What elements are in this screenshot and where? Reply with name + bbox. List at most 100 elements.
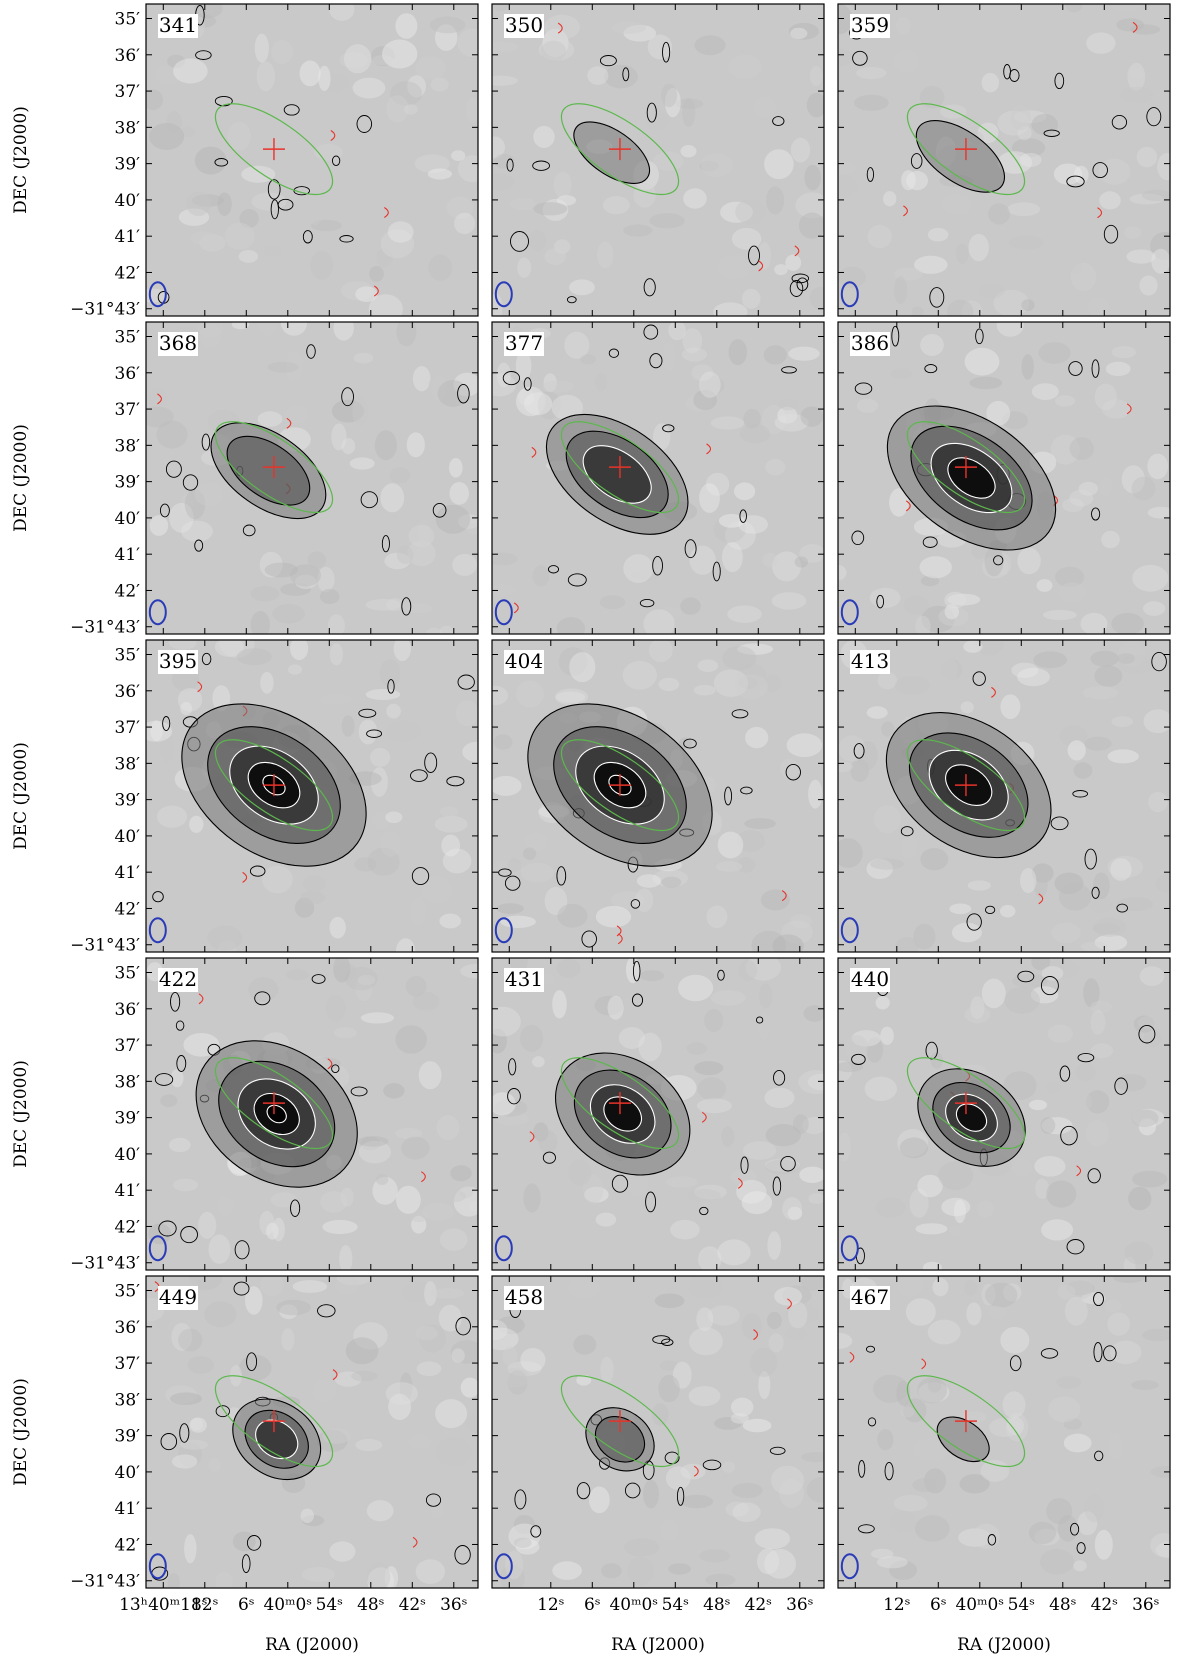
noise-contour (241, 1554, 251, 1573)
noise-blob (944, 591, 967, 609)
noise-blob (1017, 667, 1050, 687)
noise-contour (867, 1417, 877, 1427)
noise-blob (1090, 897, 1114, 913)
noise-blob (1011, 138, 1046, 158)
dec-tick-label: 38′ (115, 118, 141, 138)
noise-blob (652, 869, 689, 887)
noise-blob (466, 97, 478, 123)
noise-blob (358, 1140, 391, 1164)
ra-tick-label: 48ˢ (1049, 1595, 1076, 1615)
noise-blob (340, 1187, 354, 1207)
noise-blob (376, 248, 393, 268)
noise-contour (1084, 848, 1097, 870)
beam-ellipse (494, 917, 513, 944)
noise-blob (643, 609, 675, 634)
noise-blob (959, 1474, 990, 1494)
beam-ellipse (494, 1553, 513, 1580)
noise-blob (1099, 478, 1113, 496)
noise-blob (986, 400, 1011, 426)
channel-panel: 440 (837, 957, 1171, 1271)
noise-contour (411, 867, 430, 886)
beam-ellipse (840, 599, 859, 626)
emission-contour (936, 1416, 990, 1463)
noise-blob (345, 1337, 379, 1365)
channel-label-box (158, 14, 198, 38)
noise-blob (838, 1061, 864, 1073)
noise-blob (906, 171, 928, 191)
noise-blob (1139, 275, 1158, 296)
beam-ellipse (148, 1235, 167, 1262)
noise-blob (893, 276, 908, 305)
noise-blob (556, 691, 586, 703)
channel-panel: 458 (491, 1275, 825, 1589)
noise-contour (170, 991, 181, 1012)
noise-contour (1114, 1077, 1128, 1095)
dec-tick-label: −31°43′ (70, 936, 140, 956)
noise-blob (260, 1276, 284, 1297)
noise-blob (658, 607, 682, 621)
noise-contour (652, 1335, 671, 1344)
noise-blob (1094, 1529, 1113, 1560)
noise-blob (838, 4, 853, 35)
noise-blob (181, 520, 213, 542)
noise-contour (254, 991, 271, 1006)
noise-blob (1000, 694, 1021, 719)
dec-tick-label: 41′ (115, 227, 141, 247)
ra-tick-label: 36ˢ (1132, 1595, 1159, 1615)
noise-blob (1040, 1117, 1056, 1134)
noise-blob (761, 404, 787, 435)
noise-contour (876, 594, 885, 609)
noise-blob (375, 1174, 389, 1185)
noise-blob (802, 1117, 824, 1135)
noise-blob (404, 104, 418, 115)
noise-blob (224, 222, 255, 250)
noise-blob (1063, 1418, 1082, 1430)
negative-contour (706, 443, 712, 455)
noise-contour (1111, 114, 1128, 130)
noise-contour (214, 95, 233, 107)
dec-tick-label: 40′ (115, 509, 141, 529)
noise-blob (262, 865, 293, 894)
negative-contour (332, 1369, 338, 1381)
noise-blob (877, 1429, 894, 1451)
noise-blob (466, 523, 478, 535)
noise-blob (883, 191, 897, 207)
dec-tick-label: 36′ (115, 364, 141, 384)
noise-blob (1127, 62, 1146, 91)
noise-contour (1068, 361, 1083, 376)
noise-blob (764, 1549, 796, 1579)
noise-blob (699, 1249, 718, 1270)
noise-blob (803, 1005, 824, 1022)
noise-contour (510, 231, 529, 252)
noise-blob (1155, 873, 1170, 893)
noise-blob (320, 1191, 348, 1213)
noise-blob (1083, 978, 1100, 1008)
noise-blob (920, 575, 940, 587)
noise-blob (532, 1056, 545, 1068)
noise-blob (764, 1087, 795, 1109)
noise-contour (242, 524, 256, 537)
noise-blob (699, 483, 720, 513)
noise-blob (1090, 1010, 1106, 1035)
noise-blob (421, 875, 453, 904)
noise-contour (643, 278, 656, 297)
noise-blob (1059, 1276, 1094, 1301)
noise-blob (1074, 165, 1089, 184)
noise-blob (204, 1301, 237, 1328)
noise-contour (611, 1174, 629, 1193)
noise-blob (492, 136, 505, 159)
noise-blob (357, 974, 376, 986)
noise-contour (214, 158, 229, 167)
noise-blob (436, 1115, 460, 1141)
noise-blob (384, 1566, 399, 1588)
noise-blob (215, 1571, 233, 1588)
noise-contour (622, 67, 630, 82)
noise-blob (388, 1393, 411, 1421)
noise-blob (903, 595, 930, 615)
noise-contour (724, 786, 733, 806)
channel-label-box (850, 1286, 890, 1310)
noise-blob (838, 161, 856, 176)
ra-tick-label: 48ˢ (357, 1595, 384, 1615)
noise-blob (774, 414, 809, 432)
noise-blob (922, 1261, 942, 1270)
